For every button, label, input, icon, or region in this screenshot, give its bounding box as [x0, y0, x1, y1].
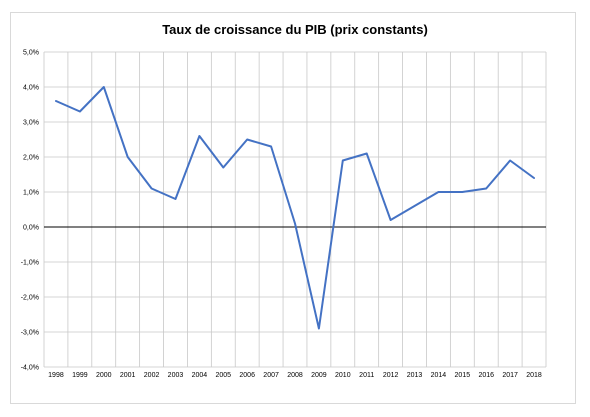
x-tick-label: 2002: [144, 372, 160, 379]
y-tick-label: -1,0%: [21, 260, 39, 267]
y-tick-label: -3,0%: [21, 330, 39, 337]
x-tick-label: 1998: [48, 372, 64, 379]
y-tick-label: 5,0%: [23, 50, 39, 57]
y-tick-label: -2,0%: [21, 295, 39, 302]
x-tick-label: 2018: [526, 372, 542, 379]
x-tick-label: 2016: [478, 372, 494, 379]
x-tick-label: 2017: [502, 372, 518, 379]
x-tick-label: 2009: [311, 372, 327, 379]
y-tick-label: 0,0%: [23, 225, 39, 232]
y-tick-label: 3,0%: [23, 120, 39, 127]
x-tick-label: 2001: [120, 372, 136, 379]
x-tick-label: 2010: [335, 372, 351, 379]
y-tick-label: 2,0%: [23, 155, 39, 162]
x-tick-label: 2000: [96, 372, 112, 379]
series-line: [55, 86, 535, 330]
x-tick-label: 1999: [72, 372, 88, 379]
x-tick-label: 2005: [215, 372, 231, 379]
x-tick-label: 2004: [192, 372, 208, 379]
x-tick-label: 2012: [383, 372, 399, 379]
x-tick-label: 2015: [455, 372, 471, 379]
x-tick-label: 2007: [263, 372, 279, 379]
y-tick-label: 4,0%: [23, 85, 39, 92]
x-tick-label: 2011: [359, 372, 374, 379]
y-tick-label: -4,0%: [21, 365, 39, 372]
x-tick-label: 2014: [431, 372, 447, 379]
x-tick-label: 2003: [168, 372, 184, 379]
chart-title: Taux de croissance du PIB (prix constant…: [162, 22, 428, 37]
x-tick-label: 2006: [239, 372, 255, 379]
chart-frame: [10, 12, 576, 404]
y-tick-label: 1,0%: [23, 190, 39, 197]
x-tick-label: 2013: [407, 372, 423, 379]
x-tick-label: 2008: [287, 372, 303, 379]
